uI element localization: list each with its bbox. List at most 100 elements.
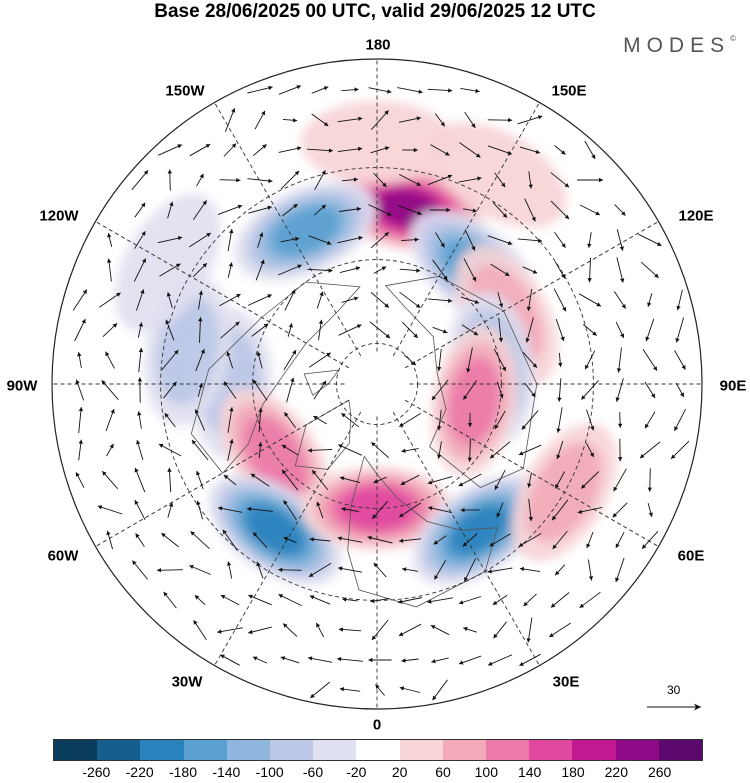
wind-arrow-icon bbox=[167, 169, 172, 191]
coastline bbox=[347, 455, 499, 608]
wind-arrow-icon bbox=[644, 381, 656, 399]
anomaly-center bbox=[234, 181, 377, 281]
wind-arrow-icon bbox=[675, 317, 685, 343]
wind-arrow-icon bbox=[616, 229, 624, 251]
wind-arrow-icon bbox=[522, 266, 538, 274]
wind-arrow-icon bbox=[612, 502, 628, 518]
wind-arrow-icon bbox=[644, 411, 656, 429]
wind-arrow-icon bbox=[432, 679, 448, 701]
wind-arrow-icon bbox=[496, 381, 504, 399]
lon-label-150w: 150W bbox=[165, 82, 205, 100]
wind-arrow-icon bbox=[193, 619, 207, 641]
wind-arrow-icon bbox=[226, 561, 233, 579]
wind-arrow-icon bbox=[397, 597, 423, 604]
wind-arrow-icon bbox=[555, 318, 565, 342]
wind-arrow-icon bbox=[458, 655, 482, 665]
wind-arrow-icon bbox=[337, 536, 363, 543]
wind-arrow-icon bbox=[163, 381, 177, 399]
wind-arrow-icon bbox=[313, 204, 327, 216]
anomaly-center bbox=[412, 474, 546, 586]
map-boundary bbox=[51, 58, 703, 710]
wind-arrow-icon bbox=[188, 232, 212, 248]
anomaly-field bbox=[115, 100, 618, 586]
wind-arrow-icon bbox=[459, 142, 481, 158]
wind-arrow-icon bbox=[256, 561, 264, 579]
wind-arrow-icon bbox=[558, 352, 563, 368]
wind-arrow-icon bbox=[427, 174, 453, 186]
wind-arrow-icon bbox=[517, 115, 543, 125]
colorbar-tick-label: 260 bbox=[647, 764, 672, 780]
wind-arrow-icon bbox=[106, 258, 112, 282]
wind-arrow-icon bbox=[487, 235, 513, 245]
wind-arrow-icon bbox=[278, 567, 302, 572]
wind-arrow-icon bbox=[493, 621, 507, 639]
wind-arrow-icon bbox=[463, 208, 477, 213]
wind-arrow-icon bbox=[556, 440, 564, 460]
wind-arrow-icon bbox=[518, 444, 542, 456]
wind-arrow-icon bbox=[258, 407, 263, 433]
wind-arrow-icon bbox=[554, 231, 566, 249]
wind-arrow-icon bbox=[106, 443, 114, 457]
anomaly-center bbox=[428, 122, 567, 228]
wind-arrow-icon bbox=[189, 143, 211, 157]
wind-arrow-icon bbox=[217, 627, 243, 634]
wind-arrow-icon bbox=[578, 293, 602, 307]
colorbar-tick-label: 140 bbox=[517, 764, 542, 780]
wind-arrow-icon bbox=[164, 412, 176, 428]
wind-arrow-icon bbox=[437, 348, 442, 372]
wind-arrow-icon bbox=[586, 531, 594, 549]
colorbar-swatch bbox=[270, 740, 314, 760]
wind-arrow-icon bbox=[487, 145, 513, 155]
wind-arrow-icon bbox=[493, 348, 507, 372]
wind-arrow-icon bbox=[528, 498, 533, 522]
wind-arrow-icon bbox=[402, 147, 418, 153]
wind-arrow-icon bbox=[434, 113, 446, 127]
wind-arrow-icon bbox=[308, 562, 332, 578]
wind-arrow-icon bbox=[554, 564, 566, 576]
wind-arrow-icon bbox=[494, 469, 506, 491]
wind-arrow-icon bbox=[158, 443, 182, 457]
wind-arrow-icon bbox=[220, 654, 240, 666]
wind-arrow-icon bbox=[494, 410, 506, 430]
wind-arrow-icon bbox=[554, 145, 566, 155]
wind-arrow-icon bbox=[556, 407, 563, 433]
wind-arrow-icon bbox=[338, 627, 362, 632]
lon-label-90e: 90E bbox=[719, 377, 747, 395]
wind-arrow-icon bbox=[342, 597, 358, 602]
colorbar-swatch bbox=[658, 740, 703, 760]
colorbar-swatch bbox=[572, 740, 616, 760]
wind-arrow-icon bbox=[337, 656, 363, 662]
wind-arrow-icon bbox=[675, 382, 685, 398]
wind-arrow-icon bbox=[136, 439, 144, 461]
wind-arrow-icon bbox=[641, 530, 659, 550]
wind-arrow-icon bbox=[460, 296, 480, 304]
wind-arrow-icon bbox=[283, 499, 297, 521]
colorbar-tick-label: 220 bbox=[604, 764, 629, 780]
wind-arrow-icon bbox=[252, 379, 268, 401]
wind-arrow-icon bbox=[371, 619, 389, 641]
wind-arrow-icon bbox=[134, 467, 146, 493]
wind-arrow-icon bbox=[461, 324, 479, 336]
wind-arrow-icon bbox=[552, 530, 568, 550]
colorbar-swatch bbox=[486, 740, 530, 760]
lon-label-60e: 60E bbox=[677, 547, 705, 565]
wind-arrow-icon bbox=[579, 591, 601, 609]
wind-arrow-icon bbox=[316, 291, 324, 309]
colorbar-tick-label: 20 bbox=[391, 764, 408, 780]
wind-arrow-icon bbox=[370, 598, 390, 603]
wind-arrow-icon bbox=[337, 235, 363, 244]
wind-arrow-icon bbox=[75, 472, 85, 488]
wind-arrow-icon bbox=[427, 88, 453, 93]
wind-arrow-icon bbox=[466, 347, 473, 373]
lon-label-60w: 60W bbox=[47, 547, 79, 565]
wind-arrow-icon bbox=[138, 347, 144, 373]
wind-arrow-icon bbox=[521, 410, 539, 430]
wind-arrow-icon bbox=[368, 87, 392, 94]
wind-arrow-icon bbox=[309, 352, 331, 368]
colorbar-tick-label: -220 bbox=[125, 764, 154, 780]
wind-arrow-icon bbox=[165, 319, 175, 341]
wind-scale-label: 30 bbox=[667, 683, 681, 697]
lon-label-90w: 90W bbox=[6, 377, 38, 395]
wind-arrow-icon bbox=[194, 409, 206, 431]
wind-arrow-icon bbox=[518, 533, 542, 547]
